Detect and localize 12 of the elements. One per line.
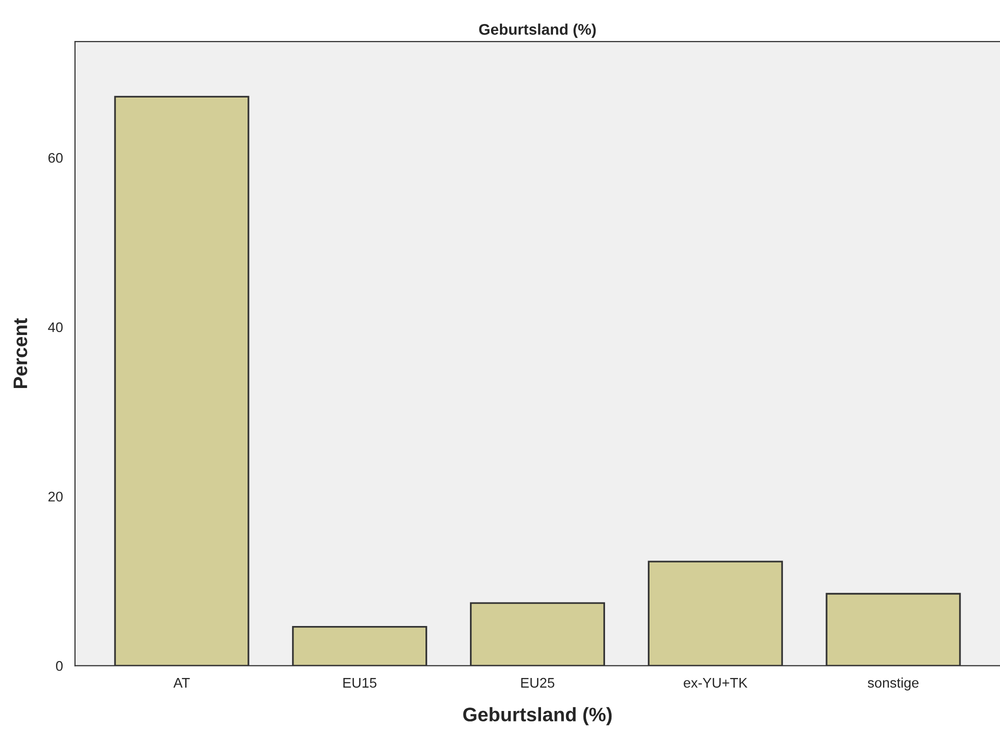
chart-title: Geburtsland (%) [479, 24, 596, 38]
y-tick-label: 0 [56, 661, 63, 671]
y-tick-label: 60 [48, 152, 63, 163]
x-tick-label: EU15 [343, 678, 376, 688]
y-axis-title: Percent [14, 318, 28, 388]
x-tick-label: ex-YU+TK [684, 678, 748, 688]
x-tick-label: EU25 [521, 678, 554, 688]
x-axis-title: Geburtsland (%) [463, 707, 612, 726]
x-tick-label: sonstige [868, 678, 919, 690]
y-tick-label: 40 [48, 322, 63, 332]
x-tick-label: AT [173, 678, 190, 688]
y-tick-label: 20 [48, 492, 63, 502]
